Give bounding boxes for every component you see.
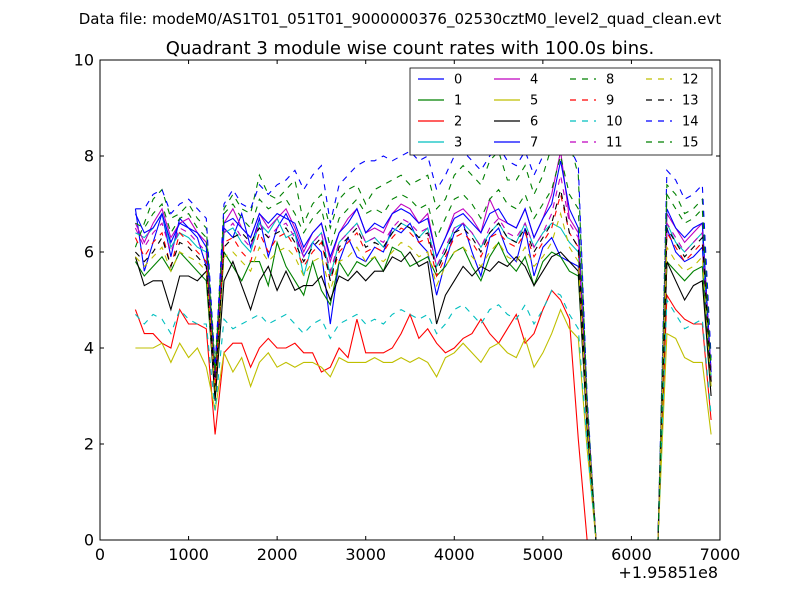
y-tick-label: 0 — [84, 531, 94, 550]
x-tick-label: 2000 — [257, 545, 298, 564]
legend-label: 5 — [530, 94, 538, 109]
x-tick-label: 5000 — [522, 545, 563, 564]
plot-lines — [134, 103, 712, 541]
y-tick-label: 4 — [84, 339, 94, 358]
series-line-14 — [135, 136, 712, 541]
series-line-15 — [135, 155, 712, 541]
plot-frame — [99, 59, 721, 541]
x-tick-label: 4000 — [434, 545, 475, 564]
legend-label: 15 — [682, 136, 699, 151]
y-tick-label: 8 — [84, 147, 94, 166]
legend-label: 7 — [530, 136, 538, 151]
legend-label: 0 — [454, 73, 462, 88]
legend-label: 6 — [530, 115, 538, 130]
series-line-11 — [134, 175, 712, 541]
legend-label: 8 — [606, 73, 614, 88]
series-line-10 — [134, 289, 712, 541]
legend-label: 3 — [454, 136, 462, 151]
x-tick-label: 3000 — [345, 545, 386, 564]
series-line-8 — [134, 103, 712, 541]
legend-label: 1 — [454, 94, 462, 109]
x-tick-label: 6000 — [611, 545, 652, 564]
x-tick-label: 0 — [95, 545, 105, 564]
x-offset-label: +1.95851e8 — [618, 563, 718, 582]
y-tick-label: 10 — [74, 51, 94, 70]
legend-label: 11 — [606, 136, 623, 151]
legend-label: 13 — [682, 94, 699, 109]
x-tick-label: 7000 — [700, 545, 741, 564]
chart-title: Quadrant 3 module wise count rates with … — [166, 38, 655, 59]
legend-label: 4 — [530, 73, 538, 88]
legend-label: 14 — [682, 115, 699, 130]
legend-box — [409, 67, 713, 156]
y-tick-label: 6 — [84, 243, 94, 262]
suptitle: Data file: modeM0/AS1T01_051T01_90000003… — [79, 10, 722, 29]
y-tick-label: 2 — [84, 435, 94, 454]
x-tick-label: 1000 — [168, 545, 209, 564]
legend-label: 9 — [606, 94, 614, 109]
legend-label: 2 — [454, 115, 462, 130]
series-line-4 — [134, 151, 712, 541]
legend-label: 10 — [606, 115, 623, 130]
series-line-9 — [134, 194, 712, 541]
legend-label: 12 — [682, 73, 699, 88]
series-line-2 — [134, 289, 712, 541]
